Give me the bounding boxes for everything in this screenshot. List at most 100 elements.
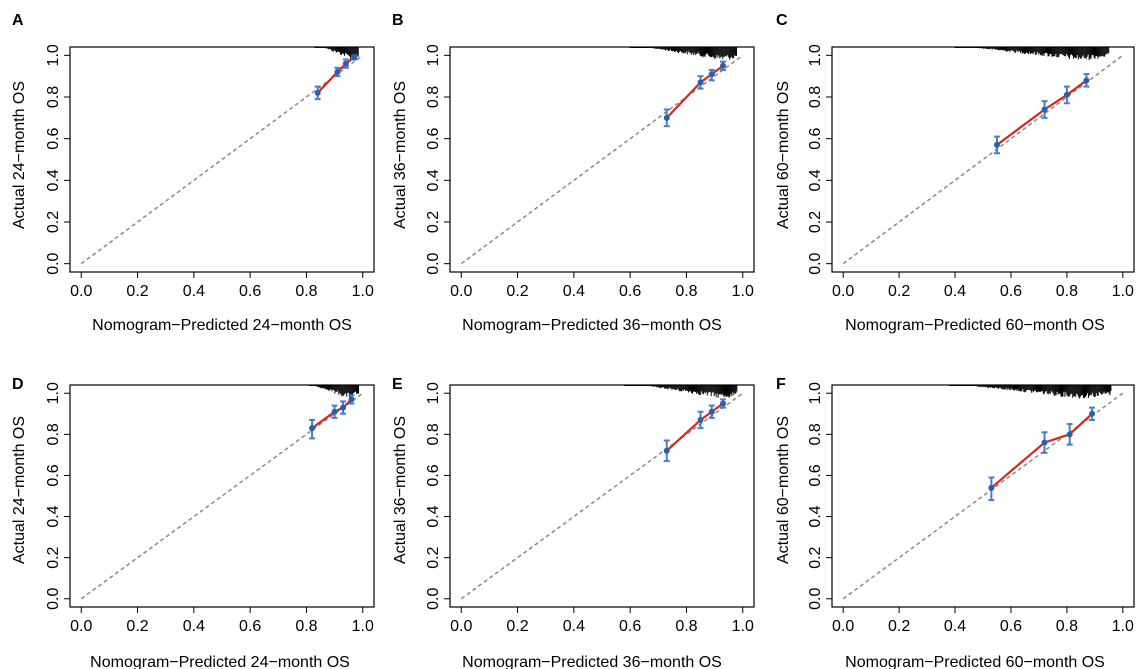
- data-point: [348, 396, 355, 403]
- y-tick-label: 0.2: [425, 546, 442, 568]
- calibration-panel-f: F 0.0 0.2 0.4 0.6 0.8 1.0 0.0 0.2 0.4 0.6 0.8 1.0 Nom…: [775, 376, 1135, 669]
- panel-letter: F: [776, 376, 786, 393]
- y-tick-label: 0.6: [425, 464, 442, 486]
- y-tick-label: 1.0: [425, 382, 442, 404]
- data-point: [334, 69, 341, 75]
- data-point: [331, 408, 338, 415]
- calibration-panel-e: E 0.0 0.2 0.4 0.6 0.8 1.0 0.0 0.2 0.4 0.6 0.8 1.0 Nom…: [392, 376, 755, 669]
- reference-diagonal-line: [80, 54, 364, 265]
- x-tick-label: 0.2: [506, 618, 528, 635]
- data-point: [1063, 91, 1070, 98]
- y-tick-label: 0.4: [807, 169, 824, 191]
- y-tick-label: 0.2: [45, 546, 62, 568]
- x-tick-label: 0.0: [832, 618, 854, 635]
- x-tick-label: 1.0: [352, 283, 374, 300]
- y-axis-title: Actual 60−month OS: [775, 81, 792, 229]
- y-axis-title: Actual 60−month OS: [775, 416, 792, 564]
- data-point: [1083, 77, 1090, 84]
- x-tick-label: 0.6: [1000, 618, 1022, 635]
- x-axis: 0.0 0.2 0.4 0.6 0.8 1.0: [450, 272, 754, 300]
- y-tick-label: 0.0: [807, 252, 824, 274]
- x-axis: 0.0 0.2 0.4 0.6 0.8 1.0: [832, 607, 1134, 635]
- data-point: [314, 89, 321, 96]
- y-tick-label: 0.0: [45, 588, 62, 610]
- panel-letter: D: [12, 376, 24, 393]
- y-axis: 0.0 0.2 0.4 0.6 0.8 1.0: [807, 44, 832, 275]
- x-axis: 0.0 0.2 0.4 0.6 0.8 1.0: [70, 607, 374, 635]
- x-tick-label: 0.0: [70, 618, 92, 635]
- y-tick-label: 0.8: [425, 423, 442, 445]
- data-point: [708, 71, 715, 78]
- data-point: [708, 408, 715, 415]
- prediction-rug: [954, 47, 1110, 60]
- y-tick-label: 1.0: [45, 44, 62, 66]
- x-axis-title: Nomogram−Predicted 36−month OS: [462, 654, 722, 669]
- plot-frame: [69, 384, 375, 608]
- y-tick-label: 0.8: [807, 86, 824, 108]
- calibration-curve: [996, 79, 1088, 146]
- x-axis-title: Nomogram−Predicted 60−month OS: [845, 654, 1105, 669]
- x-tick-label: 0.8: [675, 283, 697, 300]
- panel-letter: B: [392, 12, 404, 29]
- reference-diagonal-line: [460, 392, 744, 600]
- x-axis-title: Nomogram−Predicted 60−month OS: [845, 317, 1105, 334]
- y-tick-label: 0.4: [807, 505, 824, 527]
- x-axis-title: Nomogram−Predicted 24−month OS: [90, 654, 350, 669]
- y-axis: 0.0 0.2 0.4 0.6 0.8 1.0: [45, 382, 70, 610]
- y-tick-label: 0.4: [425, 169, 442, 191]
- x-tick-label: 0.0: [832, 283, 854, 300]
- y-axis-title: Actual 24−month OS: [11, 416, 28, 564]
- reference-diagonal-line: [460, 54, 744, 265]
- x-tick-label: 0.8: [1056, 618, 1078, 635]
- x-tick-label: 0.8: [675, 618, 697, 635]
- data-point: [720, 400, 727, 407]
- y-tick-label: 0.6: [45, 464, 62, 486]
- x-axis: 0.0 0.2 0.4 0.6 0.8 1.0: [70, 272, 374, 300]
- calibration-curve: [316, 56, 355, 94]
- y-tick-label: 1.0: [45, 382, 62, 404]
- x-tick-label: 0.0: [70, 283, 92, 300]
- y-tick-label: 0.4: [45, 169, 62, 191]
- panel-letter: E: [392, 376, 403, 393]
- prediction-rug: [624, 385, 738, 398]
- x-axis: 0.0 0.2 0.4 0.6 0.8 1.0: [450, 607, 754, 635]
- panel-letter: A: [12, 12, 24, 29]
- x-tick-label: 0.2: [506, 283, 528, 300]
- calibration-panel-d: D 0.0 0.2 0.4 0.6 0.8 1.0 0.0 0.2 0.4 0.6 0.8 1.0 Nom…: [11, 376, 375, 669]
- x-tick-label: 0.6: [1000, 283, 1022, 300]
- y-tick-label: 0.6: [425, 127, 442, 149]
- x-tick-label: 0.4: [944, 618, 966, 635]
- y-tick-label: 0.0: [425, 588, 442, 610]
- x-tick-label: 0.4: [183, 283, 205, 300]
- y-tick-label: 0.0: [425, 252, 442, 274]
- data-point: [1041, 439, 1048, 446]
- x-tick-label: 1.0: [1112, 283, 1134, 300]
- x-axis-title: Nomogram−Predicted 24−month OS: [92, 317, 352, 334]
- data-point: [1066, 431, 1073, 438]
- calibration-curve: [990, 412, 1093, 489]
- data-point: [340, 404, 347, 411]
- x-tick-label: 0.2: [888, 618, 910, 635]
- data-point: [697, 416, 704, 423]
- x-tick-label: 0.2: [126, 283, 148, 300]
- x-tick-label: 0.6: [619, 618, 641, 635]
- x-tick-label: 0.2: [126, 618, 148, 635]
- y-tick-label: 0.6: [807, 464, 824, 486]
- y-tick-label: 0.6: [45, 127, 62, 149]
- y-tick-label: 0.2: [807, 546, 824, 568]
- x-axis: 0.0 0.2 0.4 0.6 0.8 1.0: [832, 272, 1134, 300]
- calibration-curve: [665, 402, 724, 452]
- prediction-rug: [629, 47, 738, 60]
- x-tick-label: 1.0: [732, 618, 754, 635]
- calibration-curve: [311, 398, 353, 430]
- x-tick-label: 1.0: [732, 283, 754, 300]
- calibration-panel-c: C 0.0 0.2 0.4 0.6 0.8 1.0 0.0 0.2 0.4 0.6 0.8 1.0 Nom…: [775, 12, 1135, 334]
- y-tick-label: 0.8: [807, 423, 824, 445]
- x-tick-label: 0.8: [295, 618, 317, 635]
- plot-frame: [449, 384, 755, 608]
- panel-letter: C: [776, 12, 788, 29]
- prediction-rug: [308, 385, 360, 398]
- reference-diagonal-line: [842, 54, 1124, 265]
- data-point: [1089, 410, 1096, 417]
